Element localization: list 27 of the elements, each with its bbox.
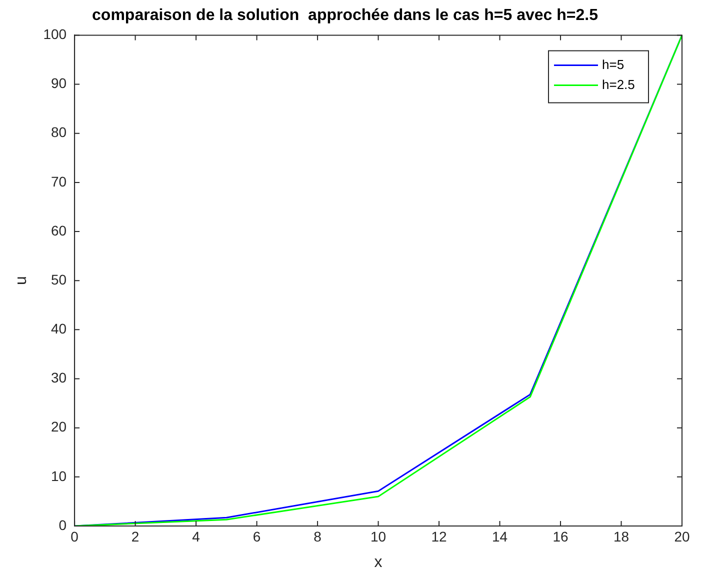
y-tick-label: 100 xyxy=(43,26,67,42)
y-tick-label: 50 xyxy=(50,271,67,288)
x-tick-label: 14 xyxy=(492,528,508,544)
y-tick-label: 10 xyxy=(50,468,67,484)
y-tick-label: 60 xyxy=(50,222,67,238)
x-tick-label: 0 xyxy=(70,528,79,544)
legend-label: h=5 xyxy=(602,56,624,72)
y-tick-label: 40 xyxy=(50,320,67,337)
y-tick-label: 80 xyxy=(50,124,67,140)
y-tick-label: 20 xyxy=(50,418,67,435)
x-tick-label: 18 xyxy=(613,528,630,544)
x-tick-label: 10 xyxy=(370,528,386,544)
x-tick-label: 12 xyxy=(431,528,448,544)
y-tick-label: 70 xyxy=(50,173,67,190)
x-tick-label: 2 xyxy=(131,528,140,544)
y-tick-label: 90 xyxy=(50,75,67,92)
x-tick-label: 6 xyxy=(252,528,261,544)
y-tick-label: 30 xyxy=(50,370,67,386)
legend-label: h=2.5 xyxy=(602,76,635,92)
x-axis-title: x xyxy=(374,554,382,571)
x-tick-label: 20 xyxy=(674,528,690,544)
y-axis-title: u xyxy=(13,276,30,286)
x-tick-label: 4 xyxy=(192,528,200,544)
chart-title: comparaison de la solution approchée dans le cas h=5 avec h=2.5 xyxy=(92,7,598,24)
y-tick-label: 0 xyxy=(58,516,67,533)
x-tick-label: 16 xyxy=(552,528,569,544)
x-tick-label: 8 xyxy=(314,528,322,544)
